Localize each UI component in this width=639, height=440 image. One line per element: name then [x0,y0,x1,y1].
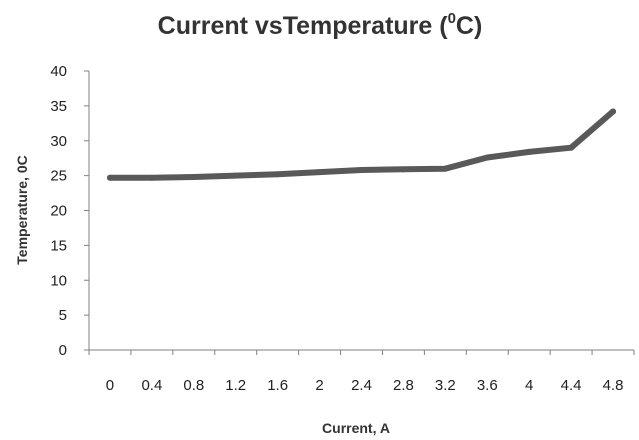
x-tick-label: 2.8 [393,377,414,394]
chart-title: Current vsTemperature (0C) [158,10,483,40]
y-tick-label: 10 [50,272,67,289]
data-point [190,174,197,181]
y-tick-label: 20 [50,203,67,220]
x-tick-label: 4 [525,377,533,394]
data-point [316,169,323,176]
x-tick-labels: 0 0.4 0.8 1.2 1.6 2 2.4 2.8 3.2 3.6 4 4.4 4.8 [106,377,624,394]
y-tick-label: 5 [59,307,67,324]
y-tick-label: 30 [50,133,67,150]
y-tick-label: 40 [50,63,67,80]
data-point [484,154,491,161]
x-tick-label: 2 [315,377,323,394]
y-tick-labels: 0 5 10 15 20 25 30 35 40 [50,63,67,359]
x-tick-label: 4.8 [603,377,624,394]
x-tick-label: 3.6 [477,377,498,394]
x-tick-label: 4.4 [561,377,582,394]
data-point [568,144,575,151]
data-point [274,171,281,178]
x-tick-label: 3.2 [435,377,456,394]
data-point [526,148,533,155]
data-point [442,165,449,172]
data-point [148,174,155,181]
x-tick-label: 0.8 [183,377,204,394]
x-tick-label: 2.4 [351,377,372,394]
y-axis-title: Temperature, 0C [14,155,30,264]
y-tick-label: 0 [59,342,67,359]
data-point [358,167,365,174]
x-tick-label: 0.4 [141,377,162,394]
x-tick-label: 1.6 [267,377,288,394]
series-group [106,108,617,181]
data-point [610,108,617,115]
data-point [106,174,113,181]
y-tick-label: 15 [50,237,67,254]
x-tick-label: 0 [106,377,114,394]
y-tick-label: 35 [50,98,67,115]
x-axis-title: Current, A [322,420,390,436]
y-tick-label: 25 [50,168,67,185]
data-point [232,172,239,179]
x-tick-label: 1.2 [225,377,246,394]
data-point [400,166,407,173]
axes [84,70,635,355]
